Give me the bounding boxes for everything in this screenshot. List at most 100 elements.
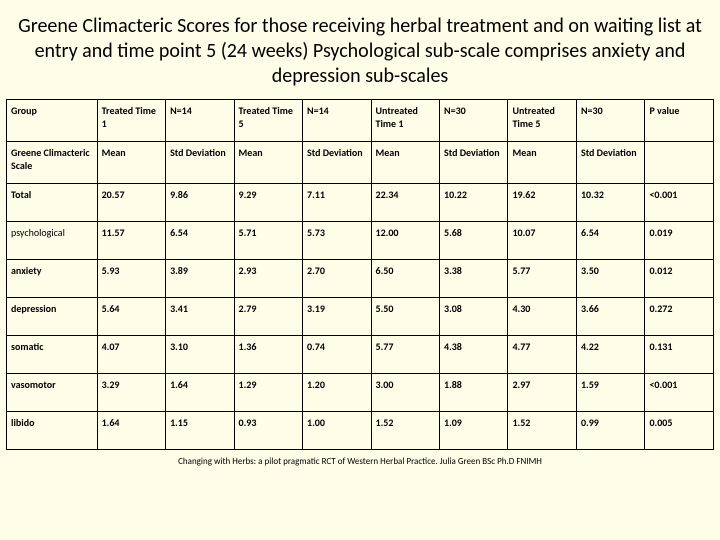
data-cell: 7.11 — [303, 184, 371, 222]
scores-table: Group Treated Time 1 N=14 Treated Time 5… — [6, 99, 714, 450]
hdr-cell: Treated Time 5 — [234, 100, 302, 142]
row-label: depression — [7, 298, 98, 336]
hdr-cell: Mean — [508, 142, 576, 184]
data-cell: 4.22 — [576, 336, 644, 374]
hdr-cell: Untreated Time 5 — [508, 100, 576, 142]
data-cell: 0.74 — [303, 336, 371, 374]
data-cell: 2.93 — [234, 260, 302, 298]
data-cell: 5.64 — [97, 298, 165, 336]
data-cell: 5.71 — [234, 222, 302, 260]
table-row: Total20.579.869.297.1122.3410.2219.6210.… — [7, 184, 714, 222]
data-cell: 1.29 — [234, 374, 302, 412]
row-label: Total — [7, 184, 98, 222]
data-cell: 1.64 — [166, 374, 234, 412]
hdr-cell: P value — [645, 100, 714, 142]
hdr-cell: Std Deviation — [576, 142, 644, 184]
hdr-cell: Mean — [97, 142, 165, 184]
data-cell: 3.08 — [440, 298, 508, 336]
hdr-cell: Mean — [234, 142, 302, 184]
data-cell: 1.88 — [440, 374, 508, 412]
table-row: libido1.641.150.931.001.521.091.520.990.… — [7, 412, 714, 450]
data-cell: 3.29 — [97, 374, 165, 412]
data-cell: 4.38 — [440, 336, 508, 374]
hdr-cell: N=30 — [576, 100, 644, 142]
data-cell: 3.41 — [166, 298, 234, 336]
table-header-row-2: Greene Climacteric Scale Mean Std Deviat… — [7, 142, 714, 184]
data-cell: 12.00 — [371, 222, 439, 260]
data-cell: 1.52 — [508, 412, 576, 450]
page-title: Greene Climacteric Scores for those rece… — [0, 0, 720, 99]
data-cell: 1.36 — [234, 336, 302, 374]
row-label: vasomotor — [7, 374, 98, 412]
data-cell: 0.93 — [234, 412, 302, 450]
hdr-cell: Greene Climacteric Scale — [7, 142, 98, 184]
data-cell: 3.38 — [440, 260, 508, 298]
footer-citation: Changing with Herbs: a pilot pragmatic R… — [0, 450, 720, 467]
table-row: anxiety5.933.892.932.706.503.385.773.500… — [7, 260, 714, 298]
table-container: Group Treated Time 1 N=14 Treated Time 5… — [0, 99, 720, 450]
data-cell: 1.20 — [303, 374, 371, 412]
data-cell: 2.70 — [303, 260, 371, 298]
row-label: psychological — [7, 222, 98, 260]
hdr-cell: Mean — [371, 142, 439, 184]
data-cell: 10.32 — [576, 184, 644, 222]
pvalue-cell: 0.012 — [645, 260, 714, 298]
row-label: anxiety — [7, 260, 98, 298]
hdr-cell: Group — [7, 100, 98, 142]
table-row: psychological11.576.545.715.7312.005.681… — [7, 222, 714, 260]
data-cell: 4.30 — [508, 298, 576, 336]
data-cell: 1.59 — [576, 374, 644, 412]
data-cell: 1.64 — [97, 412, 165, 450]
data-cell: 9.29 — [234, 184, 302, 222]
pvalue-cell: 0.272 — [645, 298, 714, 336]
data-cell: 9.86 — [166, 184, 234, 222]
data-cell: 19.62 — [508, 184, 576, 222]
data-cell: 5.77 — [508, 260, 576, 298]
data-cell: 1.00 — [303, 412, 371, 450]
data-cell: 5.73 — [303, 222, 371, 260]
data-cell: 1.52 — [371, 412, 439, 450]
data-cell: 4.77 — [508, 336, 576, 374]
pvalue-cell: 0.131 — [645, 336, 714, 374]
data-cell: 3.66 — [576, 298, 644, 336]
data-cell: 2.97 — [508, 374, 576, 412]
data-cell: 3.50 — [576, 260, 644, 298]
hdr-cell: Treated Time 1 — [97, 100, 165, 142]
data-cell: 3.19 — [303, 298, 371, 336]
data-cell: 22.34 — [371, 184, 439, 222]
hdr-cell: Std Deviation — [166, 142, 234, 184]
hdr-cell: Std Deviation — [440, 142, 508, 184]
data-cell: 6.54 — [576, 222, 644, 260]
table-row: vasomotor3.291.641.291.203.001.882.971.5… — [7, 374, 714, 412]
data-cell: 5.50 — [371, 298, 439, 336]
data-cell: 3.10 — [166, 336, 234, 374]
table-row: depression5.643.412.793.195.503.084.303.… — [7, 298, 714, 336]
data-cell: 6.50 — [371, 260, 439, 298]
hdr-cell: N=14 — [303, 100, 371, 142]
table-header-row-1: Group Treated Time 1 N=14 Treated Time 5… — [7, 100, 714, 142]
hdr-cell — [645, 142, 714, 184]
data-cell: 20.57 — [97, 184, 165, 222]
data-cell: 5.68 — [440, 222, 508, 260]
row-label: somatic — [7, 336, 98, 374]
data-cell: 3.89 — [166, 260, 234, 298]
pvalue-cell: 0.005 — [645, 412, 714, 450]
data-cell: 1.09 — [440, 412, 508, 450]
hdr-cell: N=14 — [166, 100, 234, 142]
data-cell: 3.00 — [371, 374, 439, 412]
data-cell: 10.07 — [508, 222, 576, 260]
hdr-cell: Std Deviation — [303, 142, 371, 184]
hdr-cell: N=30 — [440, 100, 508, 142]
pvalue-cell: <0.001 — [645, 374, 714, 412]
row-label: libido — [7, 412, 98, 450]
data-cell: 6.54 — [166, 222, 234, 260]
data-cell: 5.93 — [97, 260, 165, 298]
data-cell: 0.99 — [576, 412, 644, 450]
table-row: somatic4.073.101.360.745.774.384.774.220… — [7, 336, 714, 374]
hdr-cell: Untreated Time 1 — [371, 100, 439, 142]
data-cell: 1.15 — [166, 412, 234, 450]
pvalue-cell: 0.019 — [645, 222, 714, 260]
data-cell: 10.22 — [440, 184, 508, 222]
data-cell: 2.79 — [234, 298, 302, 336]
data-cell: 4.07 — [97, 336, 165, 374]
